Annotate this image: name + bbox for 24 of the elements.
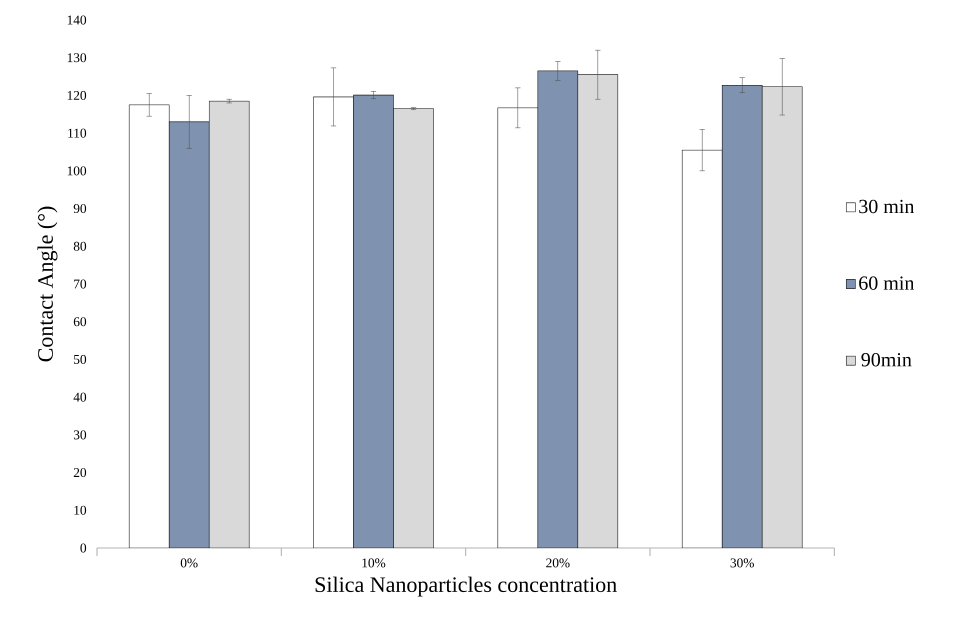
x-tick-label: 30% (730, 558, 754, 568)
legend-label: 60 min (859, 276, 914, 290)
legend-label: 90min (861, 352, 912, 366)
y-tick-label: 0 (80, 544, 86, 552)
x-tick-label: 20% (546, 558, 570, 568)
y-tick-label: 90 (74, 204, 86, 214)
x-tick-label: 10% (362, 558, 386, 568)
y-tick-label: 20 (74, 468, 86, 478)
y-tick-label: 50 (74, 354, 86, 364)
x-axis-title: Silica Nanoparticles concentration (316, 576, 617, 597)
y-tick-label: 70 (74, 280, 86, 288)
y-tick-label: 80 (74, 242, 86, 251)
y-axis-title: Contact Angle (°) (37, 206, 58, 362)
y-tick-label: 10 (74, 506, 86, 515)
x-tick-label: 0% (180, 558, 198, 568)
y-tick-label: 60 (74, 317, 86, 326)
y-tick-label: 110 (68, 128, 86, 138)
y-tick-label: 140 (68, 15, 86, 24)
y-tick-label: 40 (74, 392, 86, 402)
y-tick-label: 100 (68, 166, 86, 176)
y-tick-label: 30 (74, 430, 86, 440)
y-tick-label: 130 (68, 53, 86, 62)
legend-label: 30 min (859, 200, 914, 214)
y-tick-label: 120 (68, 90, 86, 100)
